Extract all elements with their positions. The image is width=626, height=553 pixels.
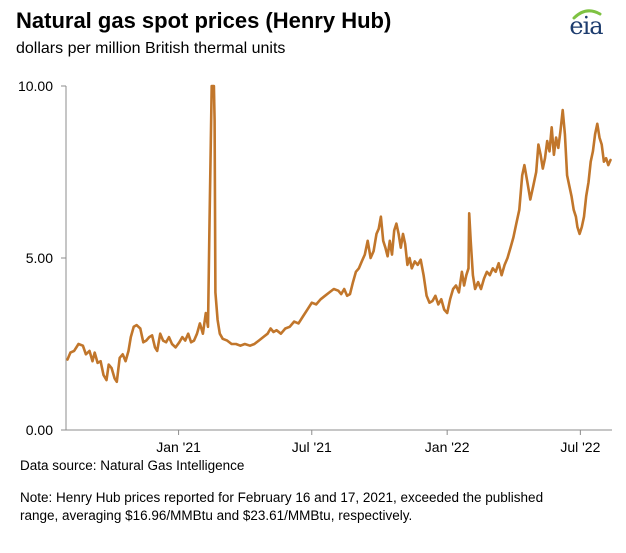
- chart-title: Natural gas spot prices (Henry Hub): [16, 8, 392, 33]
- eia-logo-arc-icon: [572, 9, 602, 20]
- x-tick-label: Jul '21: [292, 439, 332, 455]
- henry-hub-price-line: [66, 84, 612, 384]
- x-tick-label: Jan '22: [425, 439, 470, 455]
- eia-logo: eia: [560, 4, 612, 46]
- y-axis-ticks: 0.00 5.00 10.00: [18, 78, 66, 438]
- footnote: Note: Henry Hub prices reported for Febr…: [20, 490, 544, 523]
- chart-subtitle: dollars per million British thermal unit…: [16, 40, 286, 57]
- x-tick-label: Jan '21: [156, 439, 201, 455]
- chart-axes: [65, 86, 612, 431]
- eia-logo-text: eia: [569, 12, 603, 40]
- x-tick-label: Jul '22: [560, 439, 600, 455]
- y-tick-label: 5.00: [26, 250, 53, 266]
- y-tick-label: 0.00: [26, 422, 53, 438]
- data-source: Data source: Natural Gas Intelligence: [20, 458, 245, 473]
- y-tick-label: 10.00: [18, 78, 53, 94]
- x-axis-ticks: Jan '21 Jul '21 Jan '22 Jul '22: [156, 430, 601, 455]
- price-chart: 0.00 5.00 10.00 Jan '21 Jul '21 Jan '22 Jul '…: [18, 78, 612, 455]
